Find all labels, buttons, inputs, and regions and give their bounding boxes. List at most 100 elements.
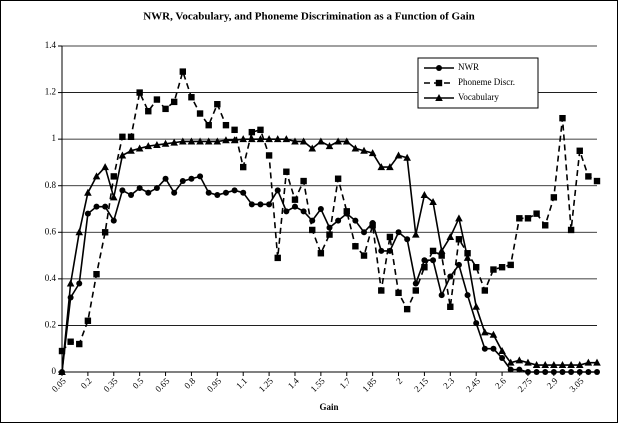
- marker: [110, 173, 117, 180]
- marker: [214, 101, 221, 108]
- marker: [594, 369, 600, 375]
- marker: [532, 361, 541, 369]
- marker: [283, 208, 290, 215]
- marker: [265, 152, 273, 159]
- marker: [593, 177, 601, 185]
- marker: [300, 177, 307, 185]
- marker: [274, 187, 281, 194]
- marker: [584, 358, 593, 366]
- marker: [76, 340, 83, 348]
- marker: [334, 137, 342, 145]
- marker: [248, 201, 255, 208]
- marker: [196, 137, 204, 145]
- marker: [170, 138, 178, 146]
- marker: [213, 137, 222, 145]
- marker: [144, 142, 153, 150]
- marker: [558, 361, 567, 369]
- marker: [127, 146, 135, 154]
- marker: [135, 144, 144, 152]
- marker: [378, 287, 385, 294]
- marker: [404, 236, 411, 243]
- marker: [498, 264, 506, 271]
- marker: [446, 232, 455, 240]
- marker: [222, 189, 229, 196]
- marker: [463, 253, 472, 261]
- marker: [360, 252, 368, 259]
- marker: [127, 133, 135, 141]
- marker: [455, 236, 463, 243]
- marker: [542, 369, 549, 375]
- legend-label: Phoneme Discr.: [458, 77, 515, 87]
- marker: [421, 257, 428, 264]
- marker: [506, 358, 515, 366]
- marker: [368, 149, 377, 157]
- marker: [153, 96, 161, 103]
- marker: [196, 110, 204, 117]
- marker: [145, 108, 152, 115]
- marker: [197, 173, 204, 180]
- marker: [162, 175, 169, 182]
- marker: [326, 231, 333, 238]
- marker: [179, 178, 186, 185]
- marker: [524, 215, 532, 222]
- marker: [66, 279, 75, 287]
- marker: [136, 89, 143, 96]
- marker: [576, 369, 583, 375]
- marker: [205, 189, 212, 196]
- marker: [421, 264, 428, 271]
- marker: [291, 137, 299, 145]
- y-tick-label: 1.4: [45, 40, 57, 50]
- marker: [455, 261, 462, 268]
- marker: [93, 271, 100, 278]
- marker: [498, 347, 506, 355]
- marker: [119, 133, 126, 141]
- chart-title: NWR, Vocabulary, and Phoneme Discriminat…: [143, 11, 475, 23]
- marker: [386, 163, 394, 171]
- marker: [161, 139, 170, 147]
- marker: [317, 137, 325, 145]
- y-tick-label: 1: [52, 133, 57, 143]
- marker: [516, 215, 523, 222]
- marker: [430, 257, 437, 264]
- marker: [585, 369, 592, 375]
- marker: [524, 358, 532, 366]
- marker: [222, 121, 230, 129]
- marker: [352, 243, 359, 250]
- marker: [395, 229, 402, 236]
- marker: [559, 369, 566, 375]
- marker: [231, 187, 238, 194]
- marker: [533, 210, 540, 217]
- marker: [231, 126, 238, 134]
- marker: [101, 229, 109, 236]
- y-tick-label: 0.8: [45, 180, 57, 190]
- marker: [239, 135, 248, 143]
- marker: [481, 287, 489, 294]
- marker: [76, 280, 83, 287]
- legend-label: Vocabulary: [458, 92, 499, 102]
- marker: [102, 203, 109, 210]
- marker: [214, 192, 221, 199]
- marker: [93, 203, 100, 210]
- marker: [248, 135, 256, 143]
- marker: [593, 358, 601, 366]
- marker: [291, 203, 298, 210]
- marker: [507, 366, 514, 373]
- legend-marker: [436, 65, 442, 71]
- marker: [179, 68, 187, 75]
- marker: [335, 217, 342, 224]
- y-tick-label: 0.6: [45, 226, 57, 236]
- marker: [429, 198, 437, 206]
- marker: [170, 98, 178, 106]
- marker: [334, 175, 342, 182]
- marker: [84, 188, 92, 196]
- marker: [568, 369, 575, 375]
- marker: [481, 345, 488, 352]
- marker: [447, 273, 454, 280]
- marker: [299, 137, 308, 145]
- marker: [136, 185, 143, 192]
- marker: [92, 172, 101, 180]
- marker: [257, 126, 264, 134]
- marker: [162, 105, 169, 113]
- marker: [447, 303, 454, 310]
- marker: [386, 233, 394, 241]
